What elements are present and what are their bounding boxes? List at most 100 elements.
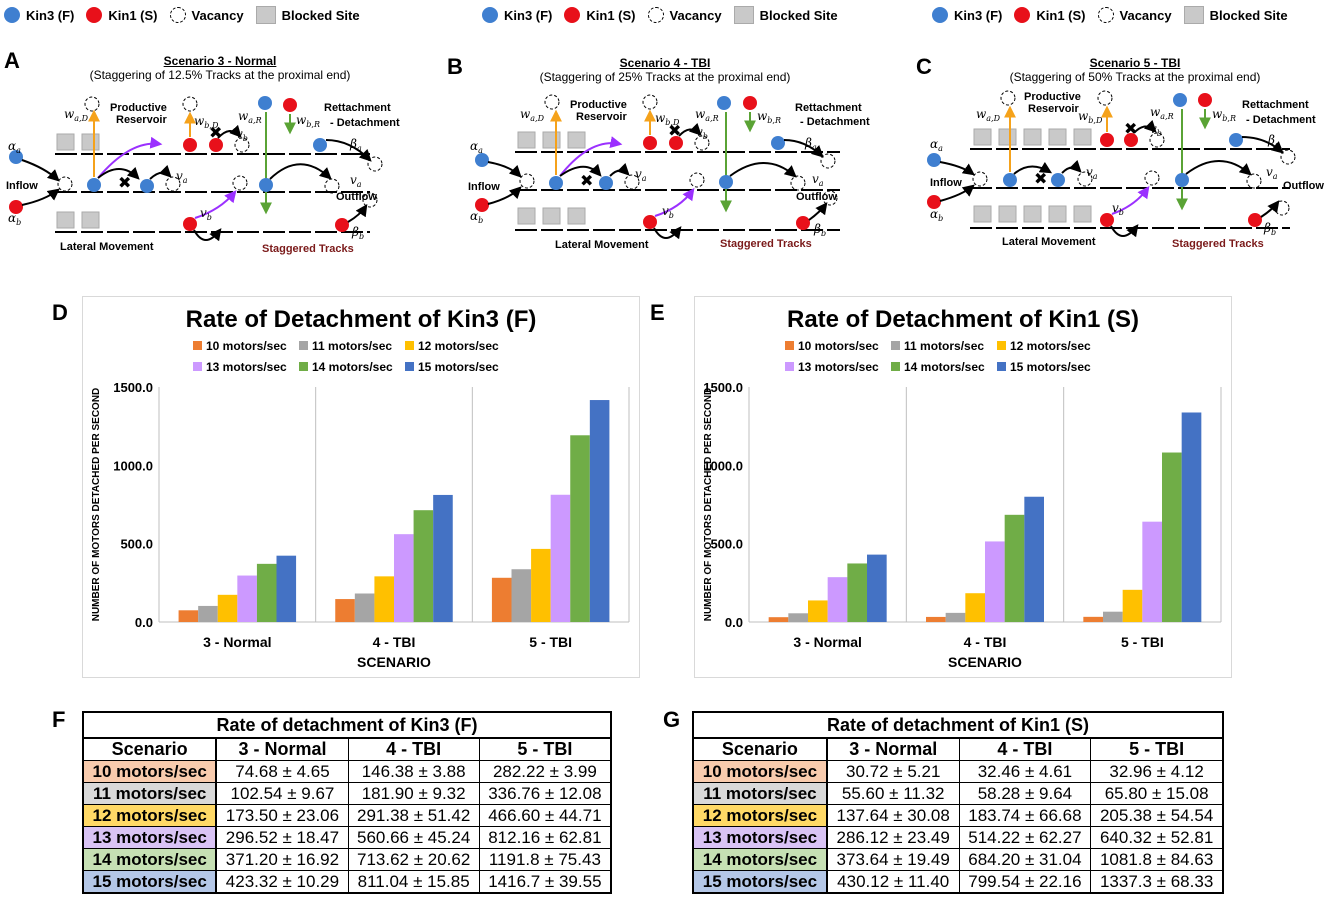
table-row: 14 motors/sec 373.64 ± 19.49 684.20 ± 31.0…: [692, 848, 1224, 871]
rett-label: Rettachment: [324, 102, 391, 114]
blocked-site: [56, 211, 75, 229]
svg-text:vb: vb: [696, 125, 708, 141]
legend-swatch: [405, 362, 414, 371]
reservoir-label: Reservoir: [1028, 103, 1079, 115]
table-row-label: 15 motors/sec: [82, 870, 218, 894]
svg-text:va: va: [350, 173, 362, 189]
svg-text:wa,D: wa,D: [64, 107, 89, 123]
chart-d-frame: Rate of Detachment of Kin3 (F) 10 motors/…: [82, 296, 640, 678]
legend-blocked: Blocked Site: [759, 7, 838, 23]
table-cell: 296.52 ± 18.47: [215, 826, 349, 849]
svg-text:wa,D: wa,D: [976, 107, 1001, 123]
svg-text:αb: αb: [930, 207, 943, 223]
kin3-motor: [259, 178, 273, 192]
vacancy-site: [232, 175, 248, 191]
bar: [550, 494, 571, 622]
bar: [1181, 412, 1202, 622]
kin3-motor: [140, 179, 154, 193]
svg-text:wa,D: wa,D: [520, 107, 545, 123]
staggered-label: Staggered Tracks: [720, 238, 812, 250]
table-row-label: 11 motors/sec: [82, 782, 218, 805]
kin1-motor: [283, 98, 297, 112]
table-row: 15 motors/sec 423.32 ± 10.29 811.04 ± 15.8…: [82, 870, 612, 894]
diagram-b-title: Scenario 4 - TBI (Staggering of 25% Trac…: [485, 56, 845, 84]
schematic-diagrams: ✖ ✖: [6, 90, 1324, 255]
bar: [945, 612, 966, 622]
productive-label: Productive: [570, 99, 627, 111]
kin3-motor: [9, 150, 23, 164]
svg-text:wb,R: wb,R: [757, 109, 781, 125]
legend-vacancy: Vacancy: [1119, 7, 1172, 23]
diagram-c-title: Scenario 5 - TBI (Staggering of 50% Trac…: [945, 56, 1325, 84]
legend-swatch: [299, 341, 308, 350]
y-tick-label: 1500.0: [703, 380, 743, 395]
table-row-label: 10 motors/sec: [692, 760, 828, 783]
bar: [335, 599, 355, 622]
table-row: 14 motors/sec 371.20 ± 16.92 713.62 ± 20.6…: [82, 848, 612, 871]
table-row-label: 15 motors/sec: [692, 870, 828, 894]
x-tick-label: 4 - TBI: [373, 634, 416, 650]
table-row-label: 14 motors/sec: [692, 848, 828, 871]
det-label: - Detachment: [1246, 114, 1316, 126]
diagram-a-subtitle: (Staggering of 12.5% Tracks at the proxi…: [89, 68, 351, 82]
inflow-label: Inflow: [6, 180, 38, 192]
blocked-site: [81, 211, 100, 229]
legend-label: 15 motors/sec: [418, 360, 499, 374]
rate-symbols: αa αb wa,D wb,D wa,R wb,R va vb vb va βa…: [8, 105, 1280, 241]
y-tick-label: 0.0: [135, 615, 153, 630]
kin1-motor: [335, 218, 349, 232]
bar: [808, 600, 828, 622]
vacancy-site: [367, 156, 383, 172]
table-cell: 137.64 ± 30.08: [826, 804, 960, 827]
table-row: 10 motors/sec 74.68 ± 4.65 146.38 ± 3.88 28…: [82, 760, 612, 783]
legend-swatch: [299, 362, 308, 371]
legend-swatch: [997, 362, 1006, 371]
x-axis-label: SCENARIO: [357, 654, 431, 670]
table-cell: 1337.3 ± 68.33: [1090, 870, 1224, 894]
table-header-cell: Scenario: [82, 737, 218, 761]
svg-text:va: va: [635, 167, 647, 183]
panel-label-g: G: [663, 707, 681, 732]
kin1-motor: [183, 138, 197, 152]
table-row: 11 motors/sec 102.54 ± 9.67 181.90 ± 9.32 3…: [82, 782, 612, 805]
legend-vacancy: Vacancy: [669, 7, 722, 23]
blocked-site-icon: [1183, 6, 1204, 24]
vacancy-site: [324, 178, 340, 194]
bar: [276, 555, 297, 622]
legend-label: 15 motors/sec: [1010, 360, 1091, 374]
bar: [1122, 589, 1143, 622]
table-row: 10 motors/sec 30.72 ± 5.21 32.46 ± 4.61 32.…: [692, 760, 1224, 783]
svg-text:va: va: [176, 169, 188, 185]
table-row-label: 14 motors/sec: [82, 848, 218, 871]
table-cell: 286.12 ± 23.49: [826, 826, 960, 849]
table-cell: 205.38 ± 54.54: [1090, 804, 1224, 827]
table-caption: Rate of detachment of Kin1 (S): [692, 711, 1224, 739]
inflow-label: Inflow: [930, 177, 962, 189]
kin1-dot-icon: [86, 7, 103, 23]
svg-text:vb: vb: [1112, 201, 1124, 217]
legend-swatch: [785, 341, 794, 350]
bar: [768, 617, 789, 622]
table-cell: 146.38 ± 3.88: [347, 760, 480, 783]
legend-label: 10 motors/sec: [798, 339, 879, 353]
bar: [256, 563, 277, 622]
legend-group-1: Kin3 (F) Kin1 (S) Vacancy Blocked Site: [4, 4, 372, 26]
staggered-label: Staggered Tracks: [262, 243, 354, 255]
bar: [827, 577, 848, 622]
kin3-dot-icon: [4, 7, 20, 23]
legend-kin1: Kin1 (S): [1036, 7, 1086, 23]
bar: [788, 613, 808, 622]
legend-kin1: Kin1 (S): [108, 7, 158, 23]
svg-text:vb: vb: [236, 127, 248, 143]
diagram-a-heading: Scenario 3 - Normal: [163, 54, 277, 68]
svg-text:✖: ✖: [668, 123, 681, 140]
legend-kin3: Kin3 (F): [954, 7, 1003, 23]
panel-label-b: B: [447, 54, 463, 79]
legend-swatch: [785, 362, 794, 371]
svg-text:αb: αb: [470, 209, 483, 225]
y-tick-label: 1000.0: [703, 458, 743, 473]
bar: [374, 576, 394, 622]
legend-blocked: Blocked Site: [281, 7, 360, 23]
chart-kin3: Rate of Detachment of Kin3 (F) 10 motors/…: [91, 306, 630, 670]
y-tick-label: 1500.0: [113, 380, 153, 395]
